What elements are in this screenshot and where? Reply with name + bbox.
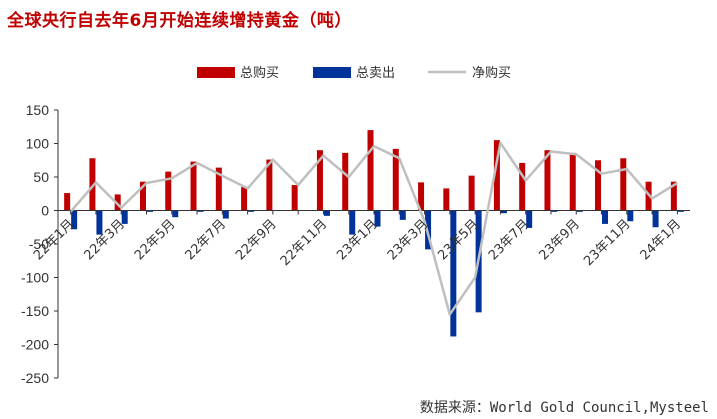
bar-buy bbox=[418, 182, 425, 211]
y-tick-label: -200 bbox=[21, 337, 49, 353]
legend-swatch-buy bbox=[197, 67, 235, 78]
source-note: 数据来源：World Gold Council,Mysteel bbox=[419, 400, 709, 416]
legend-label-sell: 总卖出 bbox=[356, 66, 395, 81]
bar-sell bbox=[71, 210, 78, 230]
bar-buy bbox=[367, 130, 374, 211]
y-tick-label: 100 bbox=[26, 136, 50, 152]
y-tick-label: -50 bbox=[29, 236, 49, 252]
series-buy-bars bbox=[64, 130, 677, 211]
bar-sell bbox=[652, 210, 659, 228]
bar-buy bbox=[190, 161, 197, 211]
x-tick-label: 22年5月 bbox=[132, 217, 179, 264]
y-tick-label: -100 bbox=[21, 270, 49, 286]
bar-buy bbox=[89, 158, 96, 211]
bar-buy bbox=[165, 171, 172, 211]
bar-sell bbox=[146, 210, 153, 212]
bar-sell bbox=[349, 210, 356, 235]
bar-buy bbox=[468, 175, 475, 211]
series-net-line bbox=[69, 141, 679, 316]
y-axis: 150 100 50 0 -50 -100 -150 -200 -250 bbox=[21, 102, 59, 386]
bar-sell bbox=[96, 210, 103, 235]
y-tick-label: 0 bbox=[41, 203, 49, 219]
bar-buy bbox=[342, 152, 349, 211]
x-tick-label: 23年9月 bbox=[537, 217, 584, 264]
bar-sell bbox=[323, 210, 330, 216]
bar-sell bbox=[450, 210, 457, 337]
bar-sell bbox=[399, 210, 406, 220]
bar-buy bbox=[595, 160, 602, 211]
legend-label-buy: 总购买 bbox=[240, 65, 279, 81]
bar-buy bbox=[241, 187, 248, 211]
bar-sell bbox=[197, 210, 204, 212]
bar-sell bbox=[551, 210, 558, 212]
bar-buy bbox=[544, 150, 551, 211]
x-tick-label: 22年3月 bbox=[81, 217, 128, 264]
chart-title: 全球央行自去年6月开始连续增持黄金（吨） bbox=[7, 11, 352, 31]
bar-sell bbox=[172, 210, 179, 218]
y-tick-label: -150 bbox=[21, 303, 49, 319]
x-tick-label: 23年11月 bbox=[581, 217, 633, 269]
bar-buy bbox=[316, 150, 323, 211]
bar-sell bbox=[602, 210, 609, 224]
bar-buy bbox=[519, 162, 526, 211]
y-tick-label: -250 bbox=[21, 370, 49, 386]
bar-sell bbox=[576, 210, 583, 212]
x-tick-label: 23年1月 bbox=[334, 217, 381, 264]
y-tick-label: 50 bbox=[33, 169, 49, 185]
x-tick-label: 22年7月 bbox=[183, 217, 230, 264]
x-tick-label: 24年1月 bbox=[638, 217, 685, 264]
bar-buy bbox=[620, 158, 627, 211]
bar-buy bbox=[114, 194, 121, 211]
legend-label-net: 净购买 bbox=[472, 65, 511, 81]
bar-buy bbox=[139, 181, 146, 211]
bar-sell bbox=[526, 210, 533, 228]
bar-sell bbox=[121, 210, 128, 224]
bar-buy bbox=[64, 193, 71, 211]
legend: 总购买 总卖出 净购买 bbox=[197, 65, 511, 81]
bar-sell bbox=[500, 210, 507, 214]
legend-swatch-sell bbox=[313, 67, 351, 78]
bar-buy bbox=[493, 140, 500, 211]
bar-sell bbox=[627, 210, 634, 222]
bar-sell bbox=[677, 210, 684, 212]
bar-buy bbox=[443, 188, 450, 211]
bar-sell bbox=[222, 210, 229, 219]
bar-buy bbox=[266, 159, 273, 211]
x-tick-label: 22年9月 bbox=[233, 217, 280, 264]
x-tick-label: 23年5月 bbox=[435, 217, 482, 264]
bar-buy bbox=[569, 152, 576, 211]
x-tick-label: 22年11月 bbox=[278, 217, 330, 269]
bar-buy bbox=[291, 185, 298, 211]
bar-buy bbox=[670, 181, 677, 211]
x-tick-label: 23年3月 bbox=[385, 217, 432, 264]
bar-buy bbox=[215, 167, 222, 211]
bar-sell bbox=[374, 210, 381, 227]
x-tick-label: 23年7月 bbox=[486, 217, 533, 264]
y-tick-label: 150 bbox=[26, 102, 50, 118]
bar-buy bbox=[392, 148, 399, 211]
bar-sell bbox=[248, 210, 255, 212]
